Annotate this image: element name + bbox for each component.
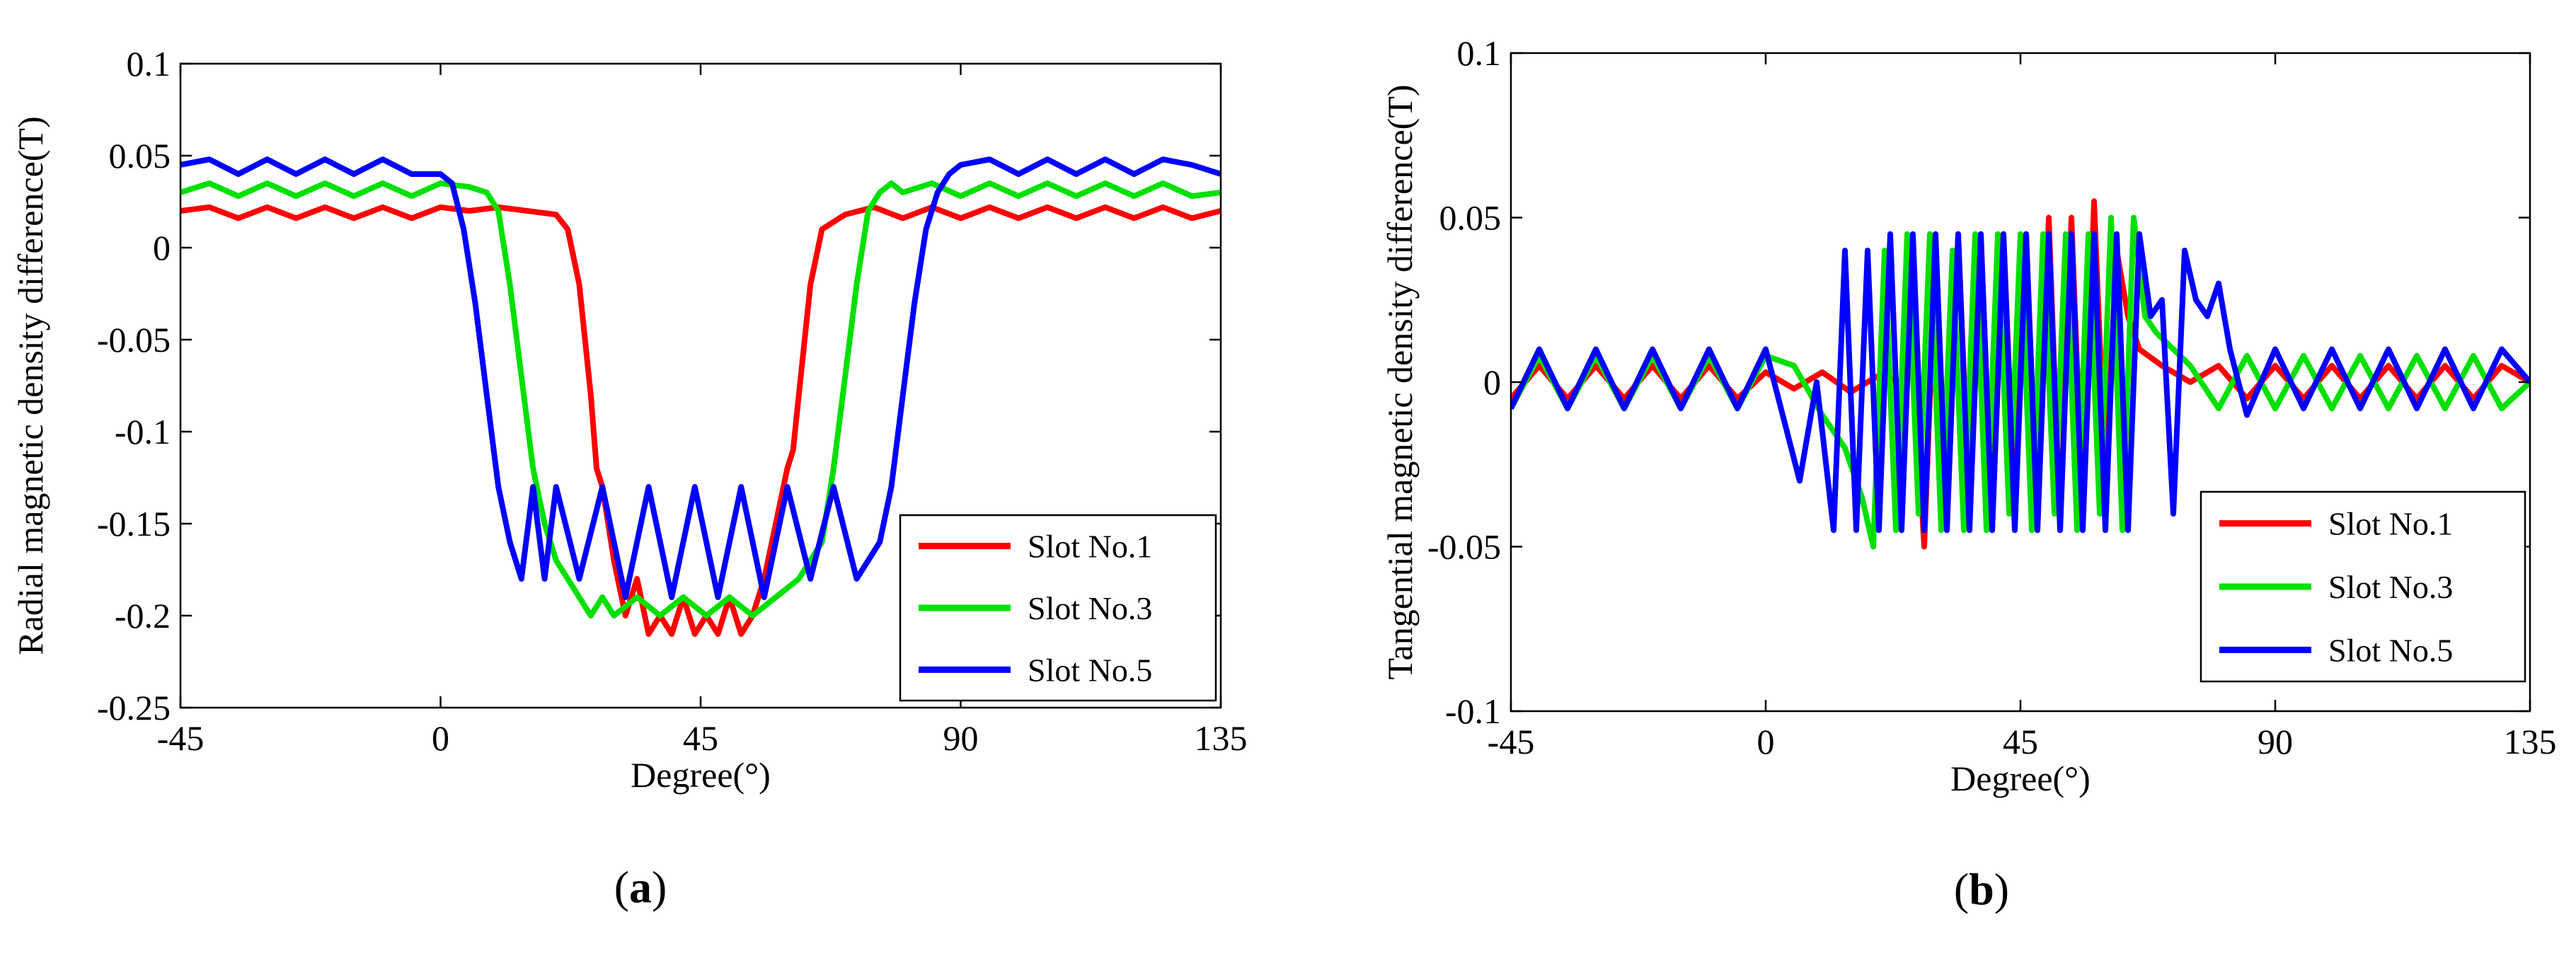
legend-entry-label: Slot No.1 <box>2328 506 2453 542</box>
y-tick-label: 0 <box>153 228 171 267</box>
x-tick-label: 90 <box>943 718 979 758</box>
x-tick-label: 135 <box>2504 722 2557 761</box>
legend: Slot No.1 Slot No.3 Slot No.5 <box>2200 490 2526 683</box>
y-axis-label: Tangential magnetic density difference(T… <box>1380 84 1420 679</box>
y-tick-label: -0.2 <box>115 596 171 635</box>
x-tick-label: 45 <box>683 718 718 758</box>
chart-panel-b: -45 0 45 90 135 0.1 0.05 0 -0.05 -0.1 Degree(°) Tan… <box>1380 33 2557 914</box>
x-tick-label: 90 <box>2258 722 2293 761</box>
legend-entry-label: Slot No.1 <box>1028 529 1152 565</box>
series-line-slot-no-5 <box>1511 231 2530 534</box>
y-tick-label: 0 <box>1483 362 1501 402</box>
x-axis-label: Degree(°) <box>631 755 771 795</box>
series-line-slot-no-3 <box>180 180 1221 618</box>
y-tick-label: 0.05 <box>1439 198 1502 238</box>
y-tick-label: 0.1 <box>1457 33 1502 73</box>
y-tick-label: 0.1 <box>127 44 171 84</box>
x-tick-label: 45 <box>2003 722 2038 761</box>
x-tick-label: 0 <box>1757 722 1775 761</box>
chart-panel-a: -45 0 45 90 135 0.1 0.05 0 -0.05 -0.1 -0.15 -0.2 -0.… <box>11 44 1248 912</box>
x-tick-label: -45 <box>157 718 205 758</box>
y-tick-label: -0.25 <box>97 688 171 727</box>
y-tick-label: -0.05 <box>97 320 171 359</box>
panel-label: (a) <box>614 862 667 912</box>
y-tick-label: -0.05 <box>1427 527 1501 567</box>
y-tick-label: 0.05 <box>109 136 171 175</box>
legend-entry-label: Slot No.3 <box>2328 569 2453 605</box>
x-axis-label: Degree(°) <box>1950 759 2091 798</box>
panel-label: (b) <box>1954 864 2009 914</box>
x-tick-label: 135 <box>1195 718 1248 758</box>
y-tick-label: -0.1 <box>115 412 171 451</box>
series-line-slot-no-5 <box>180 156 1221 600</box>
x-tick-label: -45 <box>1488 722 1535 761</box>
legend: Slot No.1 Slot No.3 Slot No.5 <box>899 514 1217 702</box>
legend-entry-label: Slot No.3 <box>1028 590 1152 626</box>
y-axis-label: Radial magnetic density difference(T) <box>11 116 50 655</box>
y-tick-label: -0.15 <box>97 504 171 543</box>
y-tick-label: -0.1 <box>1445 691 1501 731</box>
legend-entry-label: Slot No.5 <box>1028 652 1152 688</box>
x-tick-label: 0 <box>432 718 449 758</box>
legend-entry-label: Slot No.5 <box>2328 632 2453 668</box>
series-line-slot-no-1 <box>180 204 1221 637</box>
